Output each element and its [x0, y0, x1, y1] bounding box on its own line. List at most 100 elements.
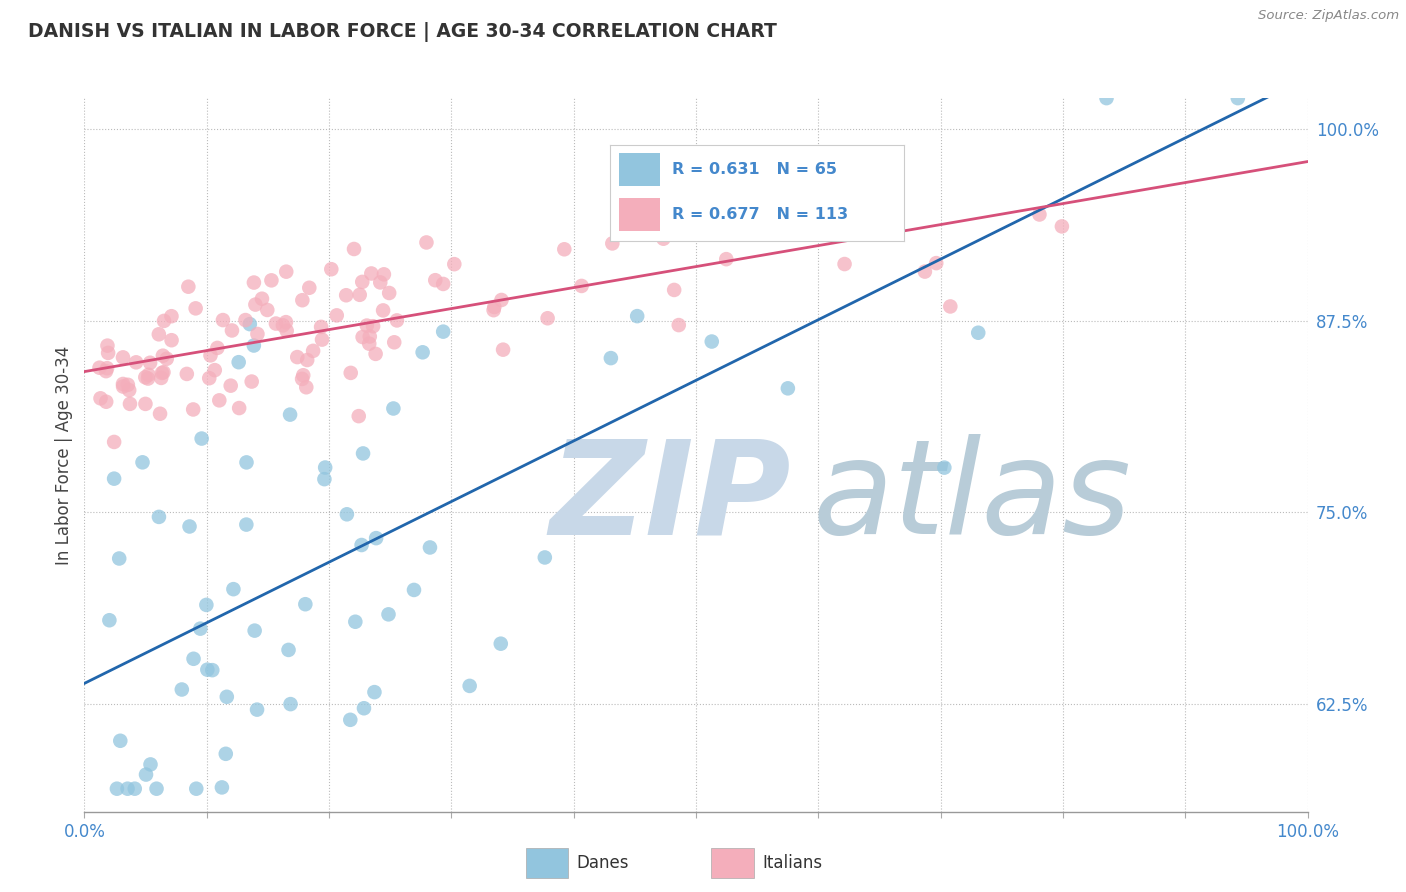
Text: DANISH VS ITALIAN IN LABOR FORCE | AGE 30-34 CORRELATION CHART: DANISH VS ITALIAN IN LABOR FORCE | AGE 3… — [28, 22, 778, 42]
Point — [148, 509, 170, 524]
Point — [190, 432, 212, 446]
Point — [382, 335, 405, 350]
Point — [96, 394, 118, 409]
Point — [177, 279, 200, 293]
Point — [208, 393, 231, 408]
Point — [111, 351, 134, 365]
Point — [402, 582, 425, 597]
Point — [228, 401, 250, 415]
Text: R = 0.631   N = 65: R = 0.631 N = 65 — [672, 162, 837, 177]
Point — [536, 311, 558, 326]
Text: Danes: Danes — [576, 854, 628, 872]
Point — [149, 407, 172, 421]
Point — [243, 624, 266, 638]
Point — [201, 663, 224, 677]
Point — [198, 371, 221, 385]
Point — [271, 318, 294, 333]
Point — [571, 279, 593, 293]
Point — [378, 285, 401, 300]
Point — [150, 371, 173, 385]
Point — [118, 383, 141, 397]
FancyBboxPatch shape — [619, 198, 661, 231]
Point — [156, 351, 179, 366]
Point — [314, 472, 336, 486]
Point — [264, 317, 287, 331]
Point — [602, 236, 624, 251]
Text: ZIP: ZIP — [550, 434, 790, 561]
FancyBboxPatch shape — [526, 848, 568, 878]
Point — [152, 349, 174, 363]
Point — [235, 313, 257, 327]
Point — [482, 303, 505, 318]
Point — [139, 356, 162, 370]
Point — [124, 781, 146, 796]
Point — [298, 281, 321, 295]
Point — [302, 343, 325, 358]
Point — [105, 781, 128, 796]
Text: atlas: atlas — [813, 434, 1130, 561]
Point — [626, 309, 648, 323]
Point — [186, 781, 208, 796]
Point — [117, 781, 139, 796]
Point — [492, 343, 515, 357]
Point — [280, 697, 302, 711]
Point — [184, 301, 207, 316]
Point — [195, 598, 218, 612]
Point — [343, 242, 366, 256]
Point — [652, 232, 675, 246]
Point — [221, 323, 243, 337]
Point — [967, 326, 990, 340]
Point — [150, 366, 173, 380]
Point — [599, 351, 621, 365]
Point — [215, 747, 238, 761]
Point — [207, 341, 229, 355]
Point — [553, 242, 575, 256]
Point — [211, 780, 233, 795]
Point — [415, 235, 437, 250]
Point — [125, 355, 148, 369]
Point — [484, 300, 506, 314]
Point — [700, 334, 723, 349]
Point — [250, 292, 273, 306]
Point — [368, 276, 391, 290]
Point — [776, 381, 799, 395]
Point — [246, 326, 269, 341]
Text: Source: ZipAtlas.com: Source: ZipAtlas.com — [1258, 9, 1399, 22]
Point — [662, 283, 685, 297]
Point — [785, 220, 807, 235]
Point — [352, 275, 374, 289]
Point — [363, 685, 385, 699]
Point — [458, 679, 481, 693]
Point — [277, 643, 299, 657]
Point — [112, 379, 135, 393]
Point — [425, 273, 447, 287]
Point — [326, 309, 349, 323]
Point — [371, 303, 394, 318]
Point — [89, 392, 111, 406]
Point — [1050, 219, 1073, 234]
Point — [787, 172, 810, 186]
Point — [103, 472, 125, 486]
Point — [716, 252, 738, 267]
Point — [235, 517, 257, 532]
Point — [135, 767, 157, 781]
Point — [204, 363, 226, 377]
Point — [356, 318, 378, 333]
Point — [353, 701, 375, 715]
Y-axis label: In Labor Force | Age 30-34: In Labor Force | Age 30-34 — [55, 345, 73, 565]
Point — [291, 293, 314, 308]
Point — [339, 366, 361, 380]
Point — [134, 370, 156, 384]
Point — [139, 757, 162, 772]
Point — [292, 368, 315, 383]
Point — [377, 607, 399, 622]
Point — [276, 324, 298, 338]
Point — [103, 434, 125, 449]
Point — [256, 302, 278, 317]
Point — [347, 409, 370, 424]
Point — [245, 297, 267, 311]
Point — [278, 408, 301, 422]
Point — [669, 211, 692, 226]
Point — [134, 397, 156, 411]
Point — [295, 353, 318, 368]
